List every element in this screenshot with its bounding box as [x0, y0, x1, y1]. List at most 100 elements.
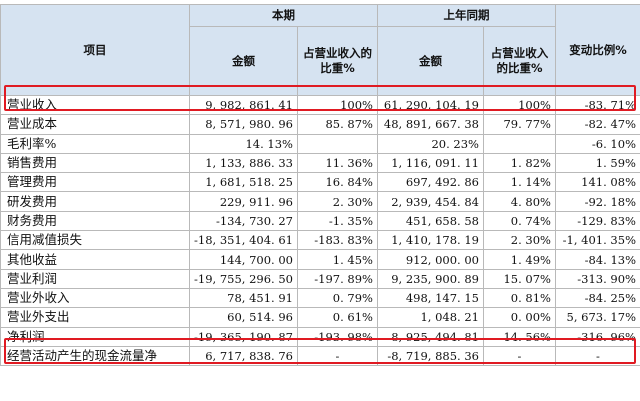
- row-current-amount: 9, 982, 861. 41: [189, 94, 298, 116]
- row-prior-amount: 1, 116, 091. 11: [377, 152, 484, 174]
- row-item: 管理费用: [0, 172, 190, 193]
- row-change-ratio: -6. 10%: [555, 133, 640, 154]
- row-current-share: -183. 83%: [297, 230, 378, 251]
- table-row: 销售费用 1, 133, 886. 33 11. 36% 1, 116, 091. 1…: [0, 152, 640, 174]
- table-row: 财务费用 -134, 730. 27 -1. 35% 451, 658. 58 0. 7…: [0, 210, 640, 232]
- table-row: 营业成本 8, 571, 980. 96 85. 87% 48, 891, 667. …: [0, 114, 640, 135]
- row-prior-amount: 1, 410, 178. 19: [377, 230, 484, 251]
- header-item: 项目: [0, 4, 190, 96]
- row-prior-share: 79. 77%: [483, 114, 556, 135]
- row-current-amount: -19, 365, 190. 87: [189, 326, 298, 347]
- row-prior-amount: 61, 290, 104. 19: [377, 94, 484, 116]
- header-prior-period: 上年同期: [377, 4, 556, 27]
- row-prior-amount: 9, 235, 900. 89: [377, 268, 484, 289]
- row-prior-share: 1. 82%: [483, 152, 556, 174]
- table-row: 研发费用 229, 911. 96 2. 30% 2, 939, 454. 84 4. …: [0, 191, 640, 212]
- row-item: 销售费用: [0, 152, 190, 174]
- row-current-amount: -18, 351, 404. 61: [189, 230, 298, 251]
- table-row: 经营活动产生的现金流量净 6, 717, 838. 76- -8, 719, 885…: [0, 345, 640, 367]
- header-change-ratio: 变动比例%: [555, 4, 640, 96]
- row-prior-share: -: [483, 345, 556, 367]
- row-prior-amount: 1, 048. 21: [377, 307, 484, 328]
- row-current-share: 85. 87%: [297, 114, 378, 135]
- row-current-amount: 60, 514. 96: [189, 307, 298, 328]
- row-prior-amount: 912, 000. 00: [377, 249, 484, 270]
- header-current-share: 占营业收入的比重%: [297, 26, 378, 96]
- row-prior-share: 0. 81%: [483, 287, 556, 309]
- row-item: 财务费用: [0, 210, 190, 232]
- row-prior-share: 14. 56%: [483, 326, 556, 347]
- row-current-amount: 8, 571, 980. 96: [189, 114, 298, 135]
- row-current-share: -1. 35%: [297, 210, 378, 232]
- row-prior-amount: 20. 23%: [377, 133, 484, 154]
- row-change-ratio: -83. 71%: [555, 94, 640, 116]
- row-item: 其他收益: [0, 249, 190, 270]
- row-item: 毛利率%: [0, 133, 190, 154]
- row-prior-amount: 697, 492. 86: [377, 172, 484, 193]
- row-current-amount: 1, 681, 518. 25: [189, 172, 298, 193]
- row-prior-share: 2. 30%: [483, 230, 556, 251]
- row-prior-share: 100%: [483, 94, 556, 116]
- table-row: 管理费用 1, 681, 518. 25 16. 84% 697, 492. 86 1.…: [0, 172, 640, 193]
- row-current-share: 0. 61%: [297, 307, 378, 328]
- row-change-ratio: -1, 401. 35%: [555, 230, 640, 251]
- row-current-amount: 144, 700. 00: [189, 249, 298, 270]
- row-current-amount: -134, 730. 27: [189, 210, 298, 232]
- table-row: 毛利率% 14. 13% 20. 23% -6. 10%: [0, 133, 640, 154]
- row-change-ratio: 141. 08%: [555, 172, 640, 193]
- income-statement-table: 项目 本期 上年同期 变动比例% 金额 占营业收入的比重% 金额 占营业收入的比…: [0, 4, 640, 367]
- row-change-ratio: -84. 25%: [555, 287, 640, 309]
- row-item: 营业外收入: [0, 287, 190, 309]
- table-header: 项目 本期 上年同期 变动比例% 金额 占营业收入的比重% 金额 占营业收入的比…: [0, 4, 640, 96]
- row-change-ratio: -82. 47%: [555, 114, 640, 135]
- row-current-amount: 1, 133, 886. 33: [189, 152, 298, 174]
- table-row: 营业收入 9, 982, 861. 41 100% 61, 290, 104. 19 1…: [0, 94, 640, 116]
- row-prior-share: [483, 133, 556, 154]
- row-item: 营业收入: [0, 94, 190, 116]
- header-current-amount: 金额: [189, 26, 298, 96]
- row-current-amount: 6, 717, 838. 76: [189, 345, 298, 367]
- row-current-share: 1. 45%: [297, 249, 378, 270]
- row-change-ratio: -313. 90%: [555, 268, 640, 289]
- row-prior-share: 4. 80%: [483, 191, 556, 212]
- row-prior-share: 0. 00%: [483, 307, 556, 328]
- row-item: 营业外支出: [0, 307, 190, 328]
- row-prior-share: 1. 14%: [483, 172, 556, 193]
- row-prior-amount: 8, 925, 494. 81: [377, 326, 484, 347]
- row-change-ratio: -129. 83%: [555, 210, 640, 232]
- row-item: 经营活动产生的现金流量净: [0, 345, 190, 367]
- table-row: 营业利润 -19, 755, 296. 50 -197. 89% 9, 235, 90…: [0, 268, 640, 289]
- row-current-share: 11. 36%: [297, 152, 378, 174]
- table-row: 营业外支出 60, 514. 96 0. 61% 1, 048. 21 0. 00% 5,…: [0, 307, 640, 328]
- table-row: 净利润 -19, 365, 190. 87 -193. 98% 8, 925, 494…: [0, 326, 640, 347]
- table-row: 信用减值损失 -18, 351, 404. 61 -183. 83% 1, 410, …: [0, 230, 640, 251]
- row-item: 营业成本: [0, 114, 190, 135]
- row-prior-amount: 451, 658. 58: [377, 210, 484, 232]
- row-current-amount: 78, 451. 91: [189, 287, 298, 309]
- row-current-share: -197. 89%: [297, 268, 378, 289]
- row-prior-amount: 48, 891, 667. 38: [377, 114, 484, 135]
- row-prior-amount: 498, 147. 15: [377, 287, 484, 309]
- row-change-ratio: -84. 13%: [555, 249, 640, 270]
- row-current-share: -193. 98%: [297, 326, 378, 347]
- row-prior-share: 0. 74%: [483, 210, 556, 232]
- row-current-amount: 14. 13%: [189, 133, 298, 154]
- row-current-share: 16. 84%: [297, 172, 378, 193]
- row-change-ratio: 1. 59%: [555, 152, 640, 174]
- table-body: 营业收入 9, 982, 861. 41 100% 61, 290, 104. 19 1…: [0, 94, 640, 367]
- row-current-amount: 229, 911. 96: [189, 191, 298, 212]
- row-prior-amount: 2, 939, 454. 84: [377, 191, 484, 212]
- row-item: 研发费用: [0, 191, 190, 212]
- row-change-ratio: -: [555, 345, 640, 367]
- row-item: 净利润: [0, 326, 190, 347]
- row-item: 信用减值损失: [0, 230, 190, 251]
- row-prior-amount: -8, 719, 885. 36: [377, 345, 484, 367]
- row-prior-share: 15. 07%: [483, 268, 556, 289]
- row-current-share: 0. 79%: [297, 287, 378, 309]
- row-current-share: 100%: [297, 94, 378, 116]
- row-change-ratio: 5, 673. 17%: [555, 307, 640, 328]
- header-prior-amount: 金额: [377, 26, 484, 96]
- row-change-ratio: -92. 18%: [555, 191, 640, 212]
- row-current-amount: -19, 755, 296. 50: [189, 268, 298, 289]
- header-current-period: 本期: [189, 4, 378, 27]
